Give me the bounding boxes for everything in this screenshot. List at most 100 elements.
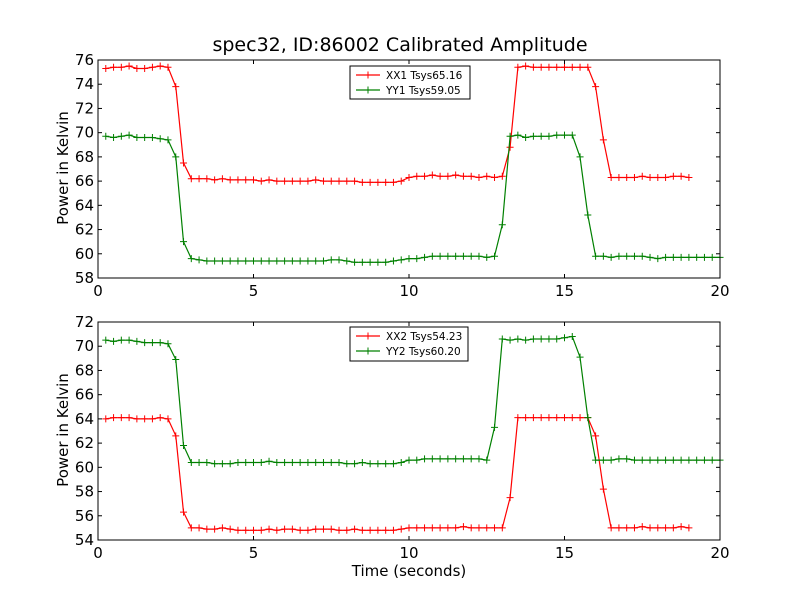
data-point <box>576 414 584 422</box>
data-point <box>452 171 460 179</box>
data-point <box>436 524 444 532</box>
data-point <box>693 456 701 464</box>
data-point <box>669 172 677 180</box>
data-point <box>180 159 188 167</box>
data-point <box>234 257 242 265</box>
data-point <box>514 63 522 71</box>
data-point <box>133 415 141 423</box>
data-point <box>148 134 156 142</box>
data-point <box>358 258 366 266</box>
data-point <box>413 255 421 263</box>
data-point <box>319 525 327 533</box>
data-point <box>584 211 592 219</box>
y-tick-label: 72 <box>75 313 94 331</box>
data-point <box>218 524 226 532</box>
data-point <box>599 485 607 493</box>
data-point <box>615 455 623 463</box>
data-point <box>110 337 118 345</box>
data-point <box>459 523 467 531</box>
data-point <box>413 456 421 464</box>
data-point <box>444 252 452 260</box>
data-point <box>172 356 180 364</box>
data-point <box>288 525 296 533</box>
data-point <box>164 63 172 71</box>
data-point <box>265 457 273 465</box>
data-point <box>141 415 149 423</box>
data-point <box>623 252 631 260</box>
data-point <box>343 257 351 265</box>
data-point <box>467 172 475 180</box>
data-point <box>475 455 483 463</box>
data-point <box>125 336 133 344</box>
data-point <box>483 456 491 464</box>
data-point <box>281 458 289 466</box>
data-point <box>389 526 397 534</box>
data-point <box>327 525 335 533</box>
legend-box <box>349 326 469 362</box>
data-point <box>599 456 607 464</box>
data-point <box>141 339 149 347</box>
data-point <box>327 458 335 466</box>
data-point <box>180 238 188 246</box>
data-point <box>467 455 475 463</box>
data-point <box>288 257 296 265</box>
data-point <box>537 132 545 140</box>
data-point <box>529 414 537 422</box>
data-point <box>382 178 390 186</box>
data-point <box>537 63 545 71</box>
data-point <box>662 253 670 261</box>
data-point <box>662 456 670 464</box>
data-point <box>397 256 405 264</box>
data-point <box>102 415 110 423</box>
chart-title: spec32, ID:86002 Calibrated Amplitude <box>212 34 588 56</box>
data-point <box>623 455 631 463</box>
data-point <box>304 458 312 466</box>
data-point <box>296 526 304 534</box>
data-point <box>677 523 685 531</box>
data-point <box>156 135 164 143</box>
y-tick-label: 54 <box>75 531 94 549</box>
x-tick-label: 10 <box>399 544 418 562</box>
data-point <box>172 83 180 91</box>
data-point <box>568 414 576 422</box>
data-point <box>133 64 141 72</box>
data-point <box>265 525 273 533</box>
data-point <box>529 335 537 343</box>
series-line-1 <box>105 417 689 531</box>
series-line-2 <box>105 134 720 263</box>
data-point <box>374 178 382 186</box>
data-point <box>125 62 133 70</box>
data-point <box>607 524 615 532</box>
data-point <box>607 253 615 261</box>
legend-marker <box>364 86 372 94</box>
data-point <box>187 458 195 466</box>
data-point <box>234 176 242 184</box>
data-point <box>226 460 234 468</box>
data-point <box>296 177 304 185</box>
data-point <box>529 63 537 71</box>
data-point <box>545 335 553 343</box>
data-point <box>226 525 234 533</box>
data-point <box>421 253 429 261</box>
y-tick-label: 76 <box>75 51 94 69</box>
x-tick-label: 0 <box>93 544 103 562</box>
data-point <box>646 173 654 181</box>
y-tick-label: 74 <box>75 75 94 93</box>
data-point <box>638 523 646 531</box>
data-point <box>498 524 506 532</box>
data-point <box>141 64 149 72</box>
data-point <box>630 524 638 532</box>
data-point <box>545 414 553 422</box>
x-tick-label: 20 <box>710 282 729 300</box>
data-point <box>654 524 662 532</box>
data-point <box>351 460 359 468</box>
data-point <box>366 526 374 534</box>
data-point <box>257 177 265 185</box>
data-point <box>296 458 304 466</box>
data-point <box>304 177 312 185</box>
data-point <box>491 252 499 260</box>
data-point <box>234 526 242 534</box>
data-point <box>389 178 397 186</box>
data-point <box>242 257 250 265</box>
legend-marker <box>364 71 372 79</box>
